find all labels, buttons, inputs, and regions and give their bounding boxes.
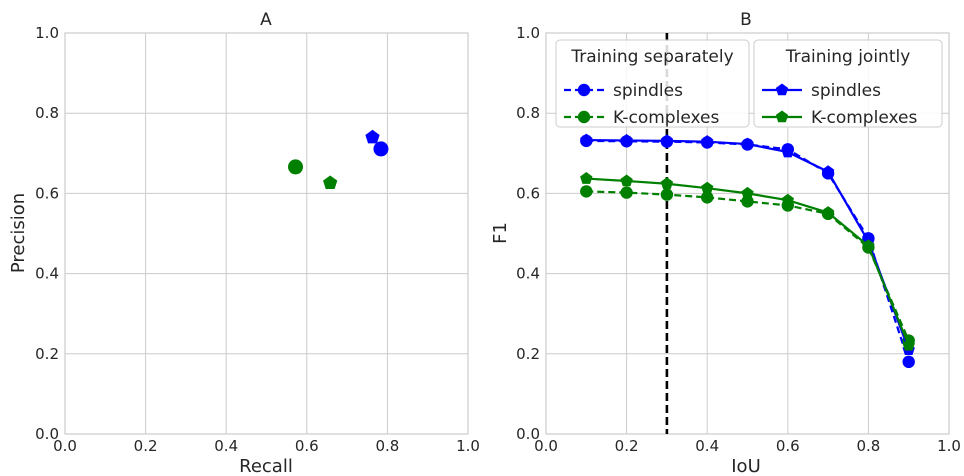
chart-b-series-1-point [580, 185, 593, 198]
legend-entry-label: spindles [613, 81, 683, 101]
chart-a-y-tick-label: 0.6 [35, 184, 59, 202]
legend-training-separately: Training separately spindles K-complexes [555, 39, 750, 128]
legend-marker-sample [577, 83, 591, 97]
chart-b-series-2-point [580, 133, 593, 146]
chart-b-series-2-point [660, 134, 674, 147]
chart-b-series-3-point [862, 239, 875, 252]
chart-a-y-tick-label: 0.0 [35, 425, 59, 443]
legend-training-jointly: Training jointly spindles K-complexes [753, 39, 943, 128]
chart-b-x-tick-label: 1.0 [937, 437, 961, 455]
legend-entry-label: K-complexes [811, 108, 917, 128]
chart-b-title: B [740, 10, 752, 30]
chart-a-x-tick-label: 0.2 [134, 437, 158, 455]
chart-a-point-pentagon-blue [365, 129, 380, 144]
chart-a-point-circle-blue [373, 141, 389, 157]
chart-b-series-0-point [902, 355, 915, 369]
chart-b-series-1-point [701, 191, 714, 204]
chart-b-xlabel: IoU [731, 456, 761, 476]
chart-b-plot-frame [545, 32, 950, 435]
chart-a-y-tick-label: 1.0 [35, 24, 59, 42]
chart-b-series-2-point [741, 137, 754, 150]
legend-entry-label: K-complexes [613, 108, 719, 128]
chart-b-y-tick-label: 0.8 [516, 104, 540, 122]
chart-b-series-line-2 [586, 138, 910, 351]
chart-b-x-tick-label: 0.8 [856, 437, 880, 455]
chart-a-x-tick-label: 0.8 [375, 437, 399, 455]
chart-a-x-tick-label: 0.4 [214, 437, 238, 455]
chart-a-xlabel: Recall [239, 456, 293, 476]
chart-b-series-2-point [781, 145, 794, 158]
legend-title: Training jointly [785, 47, 911, 67]
chart-a-ylabel: Precision [8, 193, 29, 273]
chart-a-y-tick-label: 0.4 [35, 265, 59, 283]
legend-box [753, 39, 943, 128]
chart-b-series-3-point [580, 172, 593, 184]
legend-box [555, 39, 750, 128]
chart-b-series-2-point [821, 165, 835, 177]
chart-b-y-tick-label: 0.4 [516, 265, 540, 283]
chart-a-plot-frame [64, 32, 469, 435]
chart-b-x-tick-label: 0.6 [776, 437, 800, 455]
chart-panel-a: 0.0 0.2 0.4 0.6 0.8 1.0 0.0 0.2 0.4 0.6 0.8 1.0 A Rec… [8, 10, 480, 476]
chart-b-ylabel: F1 [490, 222, 511, 244]
chart-b-y-tick-label: 0.6 [516, 184, 540, 202]
chart-b-series-1-point [660, 188, 674, 201]
chart-b-series-3-point [620, 174, 633, 187]
chart-a-point-circle-green [288, 159, 304, 175]
chart-a-point-pentagon-green [323, 175, 338, 190]
legend-title: Training separately [570, 47, 733, 67]
chart-b-series-1-point [620, 186, 633, 199]
chart-panel-b: 0.0 0.2 0.4 0.6 0.8 1.0 0.0 0.2 0.4 0.6 0.8 1.0 Trai… [490, 10, 961, 476]
chart-a-title: A [260, 10, 272, 30]
chart-b-series-3-point [821, 206, 835, 218]
chart-b-y-tick-label: 0.2 [516, 345, 540, 363]
chart-b-x-tick-label: 0.0 [534, 437, 558, 455]
chart-b-y-tick-label: 0.0 [516, 425, 540, 443]
legend-marker-sample [775, 83, 789, 96]
chart-b-series-3-point [781, 193, 794, 206]
chart-b-series-3-point [741, 186, 754, 199]
chart-b-series-line-1 [586, 190, 910, 342]
chart-b-series-3-point [902, 338, 915, 351]
chart-a-y-tick-label: 0.2 [35, 345, 59, 363]
chart-b-series-2-point [620, 133, 633, 146]
chart-b-series-3-point [660, 177, 674, 190]
legend-marker-sample [577, 110, 591, 124]
chart-a-x-tick-label: 0.6 [295, 437, 319, 455]
legend-marker-sample [775, 110, 789, 123]
chart-a-y-tick-label: 0.8 [35, 104, 59, 122]
chart-a-x-tick-label: 0.0 [53, 437, 77, 455]
chart-b-x-tick-label: 0.4 [695, 437, 719, 455]
chart-b-x-tick-label: 0.2 [615, 437, 639, 455]
chart-a-x-tick-label: 1.0 [456, 437, 480, 455]
chart-b-series-3-point [701, 181, 714, 194]
legend-entry-label: spindles [811, 81, 881, 101]
chart-b-series-line-0 [586, 139, 910, 363]
chart-b-y-tick-label: 1.0 [516, 24, 540, 42]
chart-b-series-2-point [701, 135, 714, 147]
